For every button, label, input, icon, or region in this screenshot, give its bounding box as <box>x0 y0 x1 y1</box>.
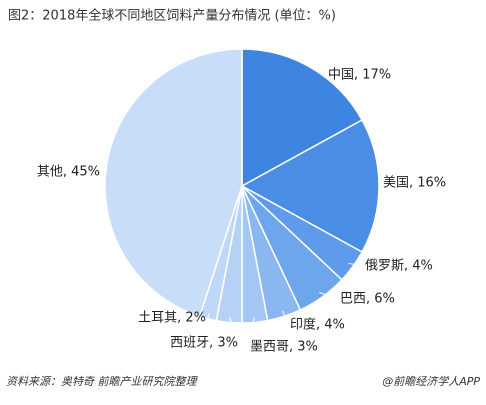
leader-line <box>229 316 241 344</box>
data-label: 中国, 17% <box>328 68 391 83</box>
data-label: 俄罗斯, 4% <box>365 259 433 274</box>
pie-slice <box>240 118 380 254</box>
pie-slice <box>104 48 243 318</box>
chart-title: 图2：2018年全球不同地区饲料产量分布情况 (单位：%) <box>8 8 336 24</box>
data-label: 美国, 16% <box>383 176 446 191</box>
footer: @前瞻经济学人APP <box>382 375 480 388</box>
data-label: 其他, 45% <box>37 165 100 180</box>
data-label: 西班牙, 3% <box>170 336 238 351</box>
pie <box>104 48 380 348</box>
leader-line <box>348 262 364 267</box>
data-label: 土耳其, 2% <box>138 311 206 326</box>
data-label: 巴西, 6% <box>340 292 395 307</box>
source: 资料来源：奥特奇 前瞻产业研究院整理 <box>6 375 198 388</box>
data-label: 印度, 4% <box>290 317 345 333</box>
leader-line <box>207 313 210 319</box>
leader-line <box>282 310 289 326</box>
data-label: 墨西哥, 3% <box>250 340 318 355</box>
leader-line <box>319 291 339 300</box>
leader-line <box>247 316 255 348</box>
pie-slice <box>241 48 364 188</box>
